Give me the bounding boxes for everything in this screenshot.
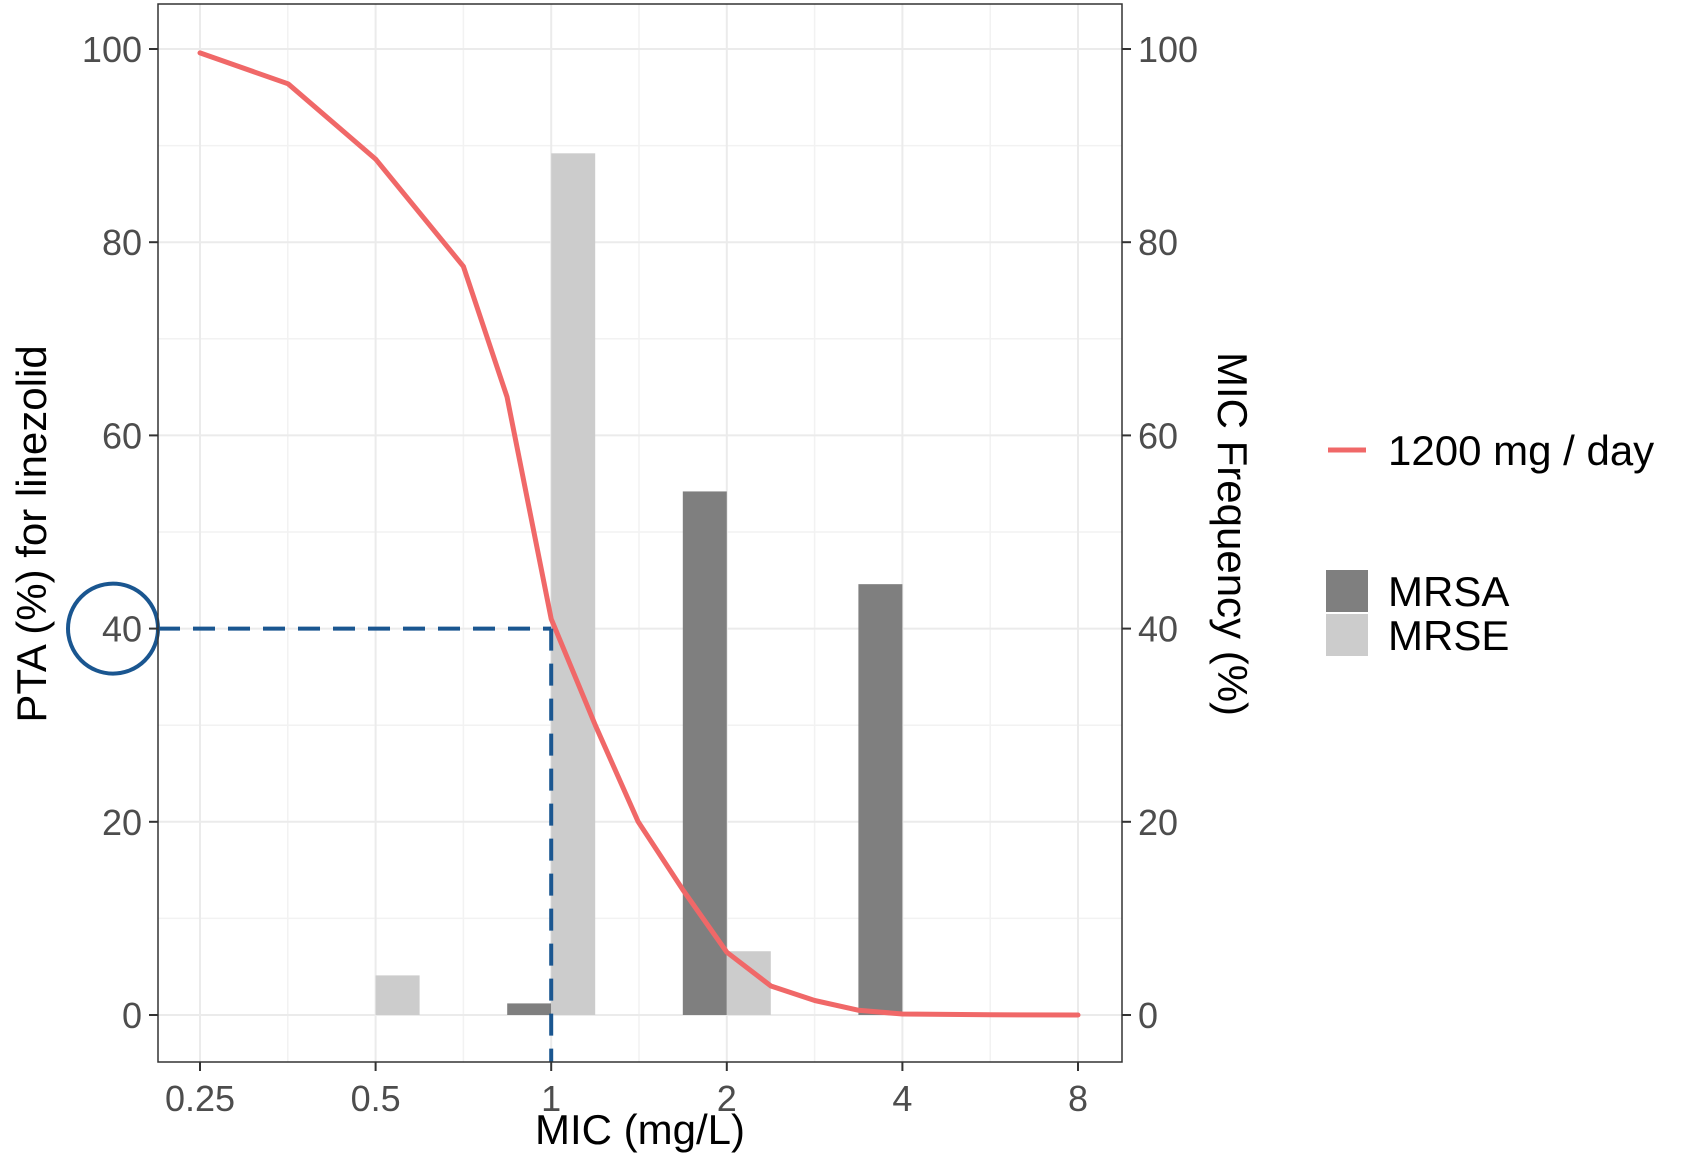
x-tick-label: 0.5 xyxy=(351,1078,401,1119)
right-tick-label: 0 xyxy=(1138,995,1158,1036)
x-tick-label: 0.25 xyxy=(165,1078,235,1119)
right-tick-label: 60 xyxy=(1138,415,1178,456)
x-tick-label: 8 xyxy=(1068,1078,1088,1119)
left-tick-label: 0 xyxy=(122,995,142,1036)
bar-mrse-0.5 xyxy=(375,975,420,1015)
legend-line-label: 1200 mg / day xyxy=(1388,427,1654,474)
x-tick-label: 4 xyxy=(892,1078,912,1119)
left-y-axis-title: PTA (%) for linezolid xyxy=(8,345,55,722)
pta-line xyxy=(197,50,1081,1018)
legend-mrsa-key xyxy=(1326,570,1368,612)
bar-mrsa-4 xyxy=(858,584,903,1015)
x-tick-label: 2 xyxy=(717,1078,737,1119)
right-tick-label: 100 xyxy=(1138,29,1198,70)
line-layer xyxy=(197,50,1081,1018)
x-axis-title: MIC (mg/L) xyxy=(535,1106,745,1153)
right-y-axis: 0 20 40 60 80 100 xyxy=(1122,29,1198,1036)
bar-mrsa-1 xyxy=(507,1003,552,1015)
right-y-axis-title: MIC Frequency (%) xyxy=(1209,352,1256,716)
x-tick-label: 1 xyxy=(541,1078,561,1119)
legend-mrsa-label: MRSA xyxy=(1388,568,1509,615)
legend: 1200 mg / day MRSA MRSE xyxy=(1326,427,1654,659)
bars xyxy=(375,153,903,1016)
grid xyxy=(158,4,1122,1062)
left-tick-label: 100 xyxy=(82,29,142,70)
bar-mrse-1 xyxy=(551,153,596,1015)
x-axis: 0.25 0.5 1 2 4 8 xyxy=(165,1062,1088,1119)
legend-mrse-label: MRSE xyxy=(1388,612,1509,659)
left-tick-label: 40 xyxy=(102,609,142,650)
left-tick-label: 20 xyxy=(102,802,142,843)
panel-border xyxy=(157,3,1123,1063)
legend-mrse-key xyxy=(1326,614,1368,656)
bar-mrsa-2 xyxy=(682,491,727,1016)
left-tick-label: 80 xyxy=(102,222,142,263)
right-tick-label: 20 xyxy=(1138,802,1178,843)
left-y-axis: 0 20 40 60 80 100 xyxy=(82,29,158,1036)
right-tick-label: 40 xyxy=(1138,609,1178,650)
left-tick-label: 60 xyxy=(102,415,142,456)
right-tick-label: 80 xyxy=(1138,222,1178,263)
